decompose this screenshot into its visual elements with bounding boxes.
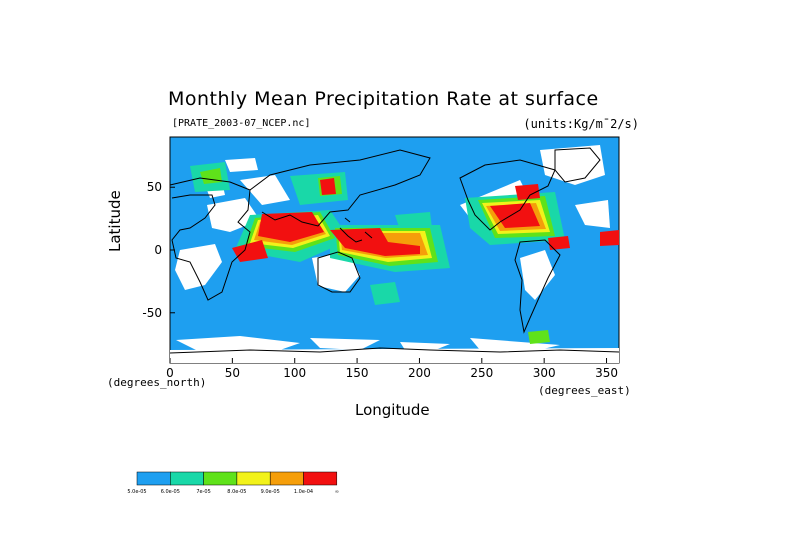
legend-label: 5.0e-05 <box>127 489 146 495</box>
legend-label: 9.0e-05 <box>261 489 280 495</box>
x-axis-unit: (degrees_east) <box>538 384 631 397</box>
x-tick-label: 100 <box>283 366 306 380</box>
x-tick-label: 150 <box>346 366 369 380</box>
color-legend: 5.0e-05 6.0e-05 7e-05 8.0e-05 9.0e-05 1.0e-04… <box>127 471 339 495</box>
x-tick-label: 300 <box>533 366 556 380</box>
legend-swatch <box>303 471 338 486</box>
chart-title: Monthly Mean Precipitation Rate at surfa… <box>168 88 599 110</box>
legend-swatch <box>170 471 204 486</box>
y-axis-ticks: 50 0 -50 <box>142 180 175 320</box>
legend-label: 7e-05 <box>196 489 210 495</box>
x-tick-label: 200 <box>408 366 431 380</box>
x-axis-ticks: 0 50 100 150 200 250 300 350 <box>166 358 618 380</box>
y-axis-unit: (degrees_north) <box>107 376 207 389</box>
x-tick-label: 250 <box>470 366 493 380</box>
y-tick-label: 50 <box>147 180 162 194</box>
legend-label: 8.0e-05 <box>227 489 246 495</box>
x-tick-label: 50 <box>225 366 240 380</box>
legend-swatch <box>269 471 304 486</box>
x-tick-label: 350 <box>595 366 618 380</box>
y-tick-label: 0 <box>154 243 162 257</box>
x-tick-label: 0 <box>166 366 174 380</box>
legend-swatch <box>136 471 171 486</box>
legend-label: 6.0e-05 <box>161 489 180 495</box>
legend-label: ∞ <box>335 489 339 495</box>
y-tick-label: -50 <box>142 306 162 320</box>
units-label: (units:Kg/m¯2/s) <box>523 117 639 131</box>
legend-swatch <box>203 471 238 486</box>
heavy-rain-regions <box>232 178 619 262</box>
legend-swatch <box>236 471 271 486</box>
legend-label: 1.0e-04 <box>294 489 313 495</box>
file-name-label: [PRATE_2003-07_NCEP.nc] <box>172 118 311 129</box>
coastlines <box>169 147 620 354</box>
x-axis-title: Longitude <box>355 401 430 419</box>
